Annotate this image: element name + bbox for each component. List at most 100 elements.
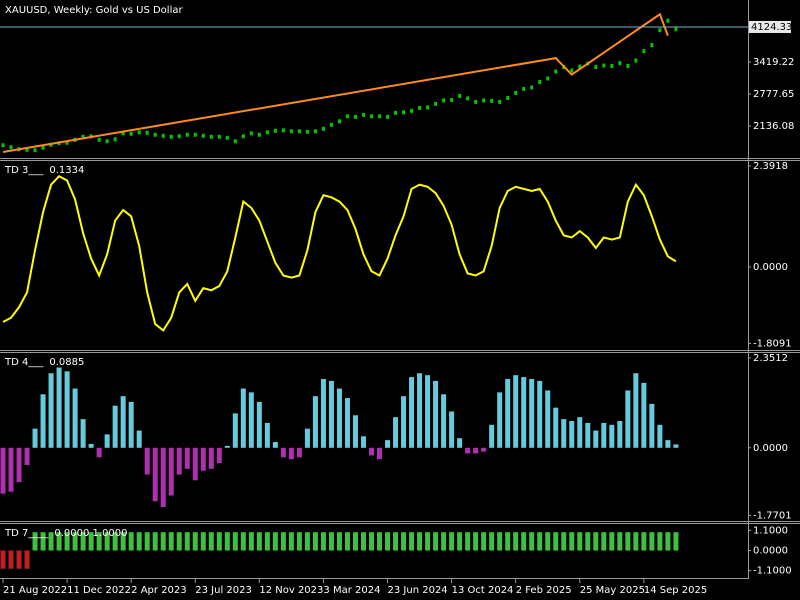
candle: [193, 132, 197, 137]
histogram-bar: [160, 447, 166, 508]
candle: [201, 133, 205, 138]
x-tick-label: 11 Dec 2022: [67, 585, 131, 596]
candle: [337, 119, 341, 124]
x-tick-label: 3 Mar 2024: [323, 585, 380, 596]
candle: [602, 63, 606, 68]
histogram-bar: [425, 532, 431, 551]
histogram-bar: [128, 401, 134, 448]
histogram-bar: [296, 447, 302, 458]
histogram-bar: [112, 405, 118, 448]
histogram-bar: [409, 532, 415, 551]
x-tick-label: 14 Sep 2025: [644, 585, 707, 596]
histogram-bar: [72, 388, 78, 448]
histogram-bar: [120, 396, 126, 448]
histogram-bar: [393, 532, 399, 551]
zigzag-line: [2, 12, 669, 153]
candle: [305, 129, 309, 134]
x-tick-label: 2 Feb 2025: [516, 585, 572, 596]
histogram-bar: [128, 532, 134, 551]
histogram-bar: [56, 532, 62, 551]
x-tick-label: 23 Jun 2024: [388, 585, 448, 596]
histogram-bar: [505, 532, 511, 551]
candle: [538, 79, 542, 84]
histogram-bar: [505, 378, 511, 448]
candle: [297, 129, 301, 134]
candle: [658, 28, 662, 33]
histogram-bar: [625, 390, 631, 448]
histogram-bar: [328, 532, 334, 551]
candle: [522, 86, 526, 91]
price-label-box: [749, 20, 791, 33]
histogram-bar: [657, 424, 663, 448]
histogram-bar: [368, 532, 374, 551]
histogram-bar: [336, 388, 342, 448]
histogram-bar: [425, 375, 431, 448]
histogram-bar: [48, 373, 54, 448]
candle: [265, 130, 269, 135]
histogram-bar: [56, 367, 62, 448]
panel-value: 0.0000 1.0000: [54, 528, 127, 539]
histogram-bar: [312, 396, 318, 448]
candle: [450, 97, 454, 102]
histogram-bar: [545, 390, 551, 448]
histogram-bar: [112, 532, 118, 551]
histogram-bar: [673, 444, 679, 448]
histogram-bar: [497, 532, 503, 551]
histogram-bar: [184, 532, 190, 551]
histogram-bar: [449, 532, 455, 551]
histogram-bar: [617, 421, 623, 448]
panel-value: 0.0885: [49, 357, 84, 368]
histogram-bar: [481, 532, 487, 551]
histogram-bar: [16, 550, 22, 569]
histogram-bar: [609, 532, 615, 551]
histogram-bar: [208, 447, 214, 469]
histogram-bar: [256, 532, 262, 551]
candle: [578, 64, 582, 69]
histogram-bar: [24, 447, 30, 465]
histogram-bar: [304, 532, 310, 551]
candle: [345, 114, 349, 119]
histogram-bar: [24, 550, 30, 569]
candle: [225, 135, 229, 140]
histogram-bar: [336, 532, 342, 551]
y-tick-label: 3419.22: [753, 57, 794, 68]
histogram-bar: [80, 532, 86, 551]
histogram-bar: [457, 438, 463, 448]
candle: [666, 18, 670, 23]
candle: [121, 131, 125, 136]
candle: [426, 105, 430, 110]
histogram-bar: [136, 430, 142, 448]
histogram-bar: [433, 380, 439, 448]
candle: [65, 140, 69, 145]
candle: [474, 99, 478, 104]
candle: [650, 43, 654, 48]
candle: [369, 114, 373, 119]
histogram-bar: [344, 532, 350, 551]
candle: [386, 114, 390, 119]
candle: [273, 128, 277, 133]
candle: [97, 137, 101, 142]
candle: [626, 64, 630, 69]
candle: [113, 137, 117, 142]
histogram-bar: [649, 532, 655, 551]
candle: [153, 132, 157, 137]
histogram-bar: [200, 447, 206, 471]
histogram-bar: [304, 428, 310, 448]
histogram-bar: [104, 532, 110, 551]
x-tick-label: 13 Oct 2024: [452, 585, 514, 596]
y-tick-label: 1.1000: [753, 525, 788, 536]
histogram-bar: [417, 373, 423, 448]
candle: [177, 134, 181, 139]
histogram-bar: [569, 421, 575, 448]
histogram-bar: [152, 532, 158, 551]
histogram-bar: [569, 532, 575, 551]
histogram-bar: [593, 532, 599, 551]
histogram-bar: [465, 447, 471, 454]
histogram-bar: [288, 532, 294, 551]
histogram-bar: [160, 532, 166, 551]
candle: [145, 130, 149, 135]
histogram-bar: [513, 532, 519, 551]
histogram-bar: [272, 442, 278, 448]
histogram-bar: [401, 396, 407, 448]
